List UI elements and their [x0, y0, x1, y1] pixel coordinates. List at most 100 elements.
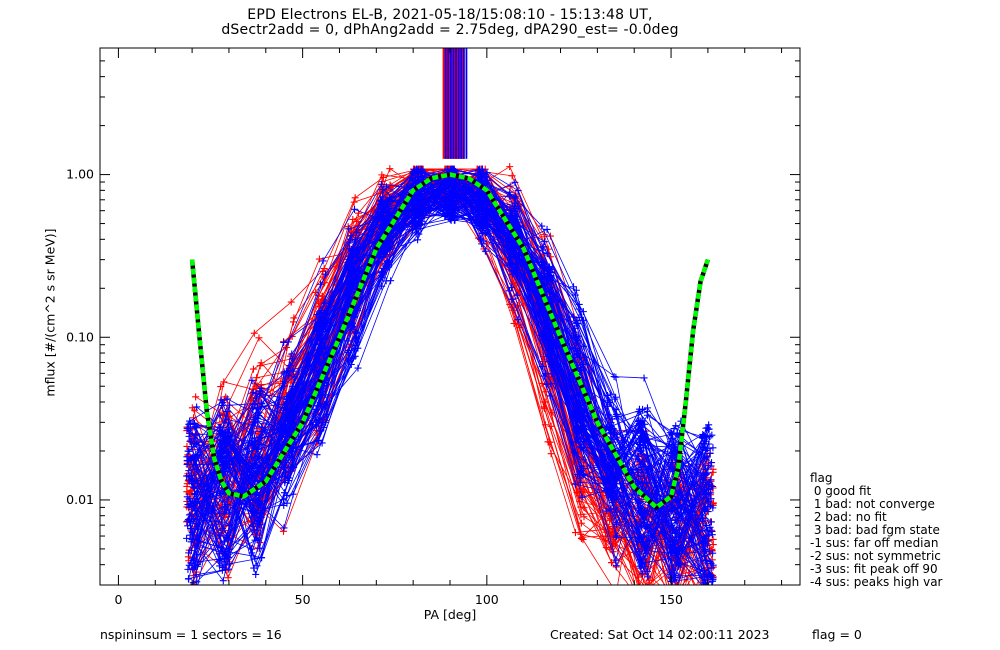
data-point	[707, 476, 715, 484]
data-point	[250, 329, 258, 337]
data-point	[378, 273, 386, 281]
data-point	[253, 468, 261, 476]
data-point	[570, 448, 578, 456]
data-point	[351, 205, 359, 213]
data-point	[354, 265, 362, 273]
data-point	[313, 406, 321, 414]
data-point	[183, 482, 191, 490]
data-point	[607, 390, 615, 398]
data-point	[513, 222, 521, 230]
data-point	[348, 324, 356, 332]
data-point	[410, 168, 418, 176]
data-point	[602, 544, 610, 552]
data-point	[480, 220, 488, 228]
data-point	[638, 570, 646, 578]
data-point	[257, 440, 265, 448]
data-point	[700, 619, 707, 626]
footer-spin-info: nspininsum = 1 sectors = 16	[100, 627, 282, 642]
data-point	[348, 249, 356, 257]
legend-item: -4 sus: peaks high var	[810, 575, 943, 589]
data-point	[184, 565, 192, 573]
data-point	[700, 471, 708, 479]
data-point	[709, 576, 717, 584]
data-point	[702, 588, 709, 595]
data-point	[637, 417, 645, 425]
data-point	[193, 403, 201, 411]
data-point	[613, 532, 621, 540]
data-point	[217, 489, 225, 497]
data-point	[668, 498, 676, 506]
data-point	[541, 404, 549, 412]
data-point	[637, 429, 645, 437]
data-point	[508, 172, 516, 180]
fit-layer	[189, 172, 711, 511]
data-point	[544, 347, 552, 355]
data-point	[192, 393, 200, 401]
data-point	[183, 457, 191, 465]
data-point	[543, 336, 551, 344]
data-point	[215, 423, 223, 431]
data-point	[408, 174, 416, 182]
data-point	[708, 564, 716, 572]
data-point	[258, 507, 266, 515]
data-point	[674, 497, 682, 505]
data-point	[378, 214, 386, 222]
data-point	[191, 484, 199, 492]
data-point	[543, 225, 551, 233]
data-point	[378, 282, 386, 290]
data-point	[319, 257, 327, 265]
data-point	[676, 544, 684, 552]
data-point	[609, 483, 617, 491]
data-point	[193, 578, 201, 585]
data-point	[347, 262, 355, 270]
top-band	[442, 48, 468, 159]
data-point	[450, 216, 458, 224]
data-point	[707, 559, 715, 567]
data-point	[642, 511, 650, 519]
data-point	[288, 448, 296, 456]
data-point	[545, 275, 553, 283]
data-point	[579, 447, 587, 455]
data-point	[709, 535, 717, 543]
data-point	[218, 429, 226, 437]
data-point	[226, 401, 234, 409]
data-point	[225, 494, 233, 502]
data-point	[508, 295, 516, 303]
data-point	[476, 235, 484, 243]
data-point	[612, 556, 620, 564]
data-point	[415, 230, 423, 238]
data-point	[249, 507, 257, 515]
data-point	[645, 601, 652, 608]
data-point	[280, 338, 288, 346]
data-point	[312, 288, 320, 296]
data-point	[578, 493, 586, 501]
data-point	[672, 422, 680, 430]
data-point	[387, 277, 395, 285]
data-point	[224, 545, 232, 553]
data-point	[184, 425, 192, 433]
data-point	[191, 461, 199, 469]
data-point	[185, 489, 193, 497]
data-point	[580, 456, 588, 464]
data-point	[258, 455, 266, 463]
data-point	[640, 563, 648, 571]
data-point	[378, 171, 386, 179]
data-point	[290, 314, 298, 322]
data-point	[611, 466, 619, 474]
data-point	[706, 449, 714, 457]
data-point	[602, 424, 610, 432]
y-tick-label: 1.00	[66, 167, 94, 182]
data-point	[702, 455, 710, 463]
data-point	[218, 518, 226, 526]
data-point	[187, 525, 195, 533]
data-point	[607, 419, 615, 427]
data-point	[514, 316, 522, 324]
data-point	[675, 572, 683, 580]
data-point	[609, 475, 617, 483]
legend-item: -3 sus: fit peak off 90	[810, 562, 938, 576]
data-point	[283, 392, 291, 400]
data-point	[707, 489, 715, 497]
data-point	[641, 420, 649, 428]
data-point	[602, 481, 610, 489]
data-point	[257, 384, 265, 392]
